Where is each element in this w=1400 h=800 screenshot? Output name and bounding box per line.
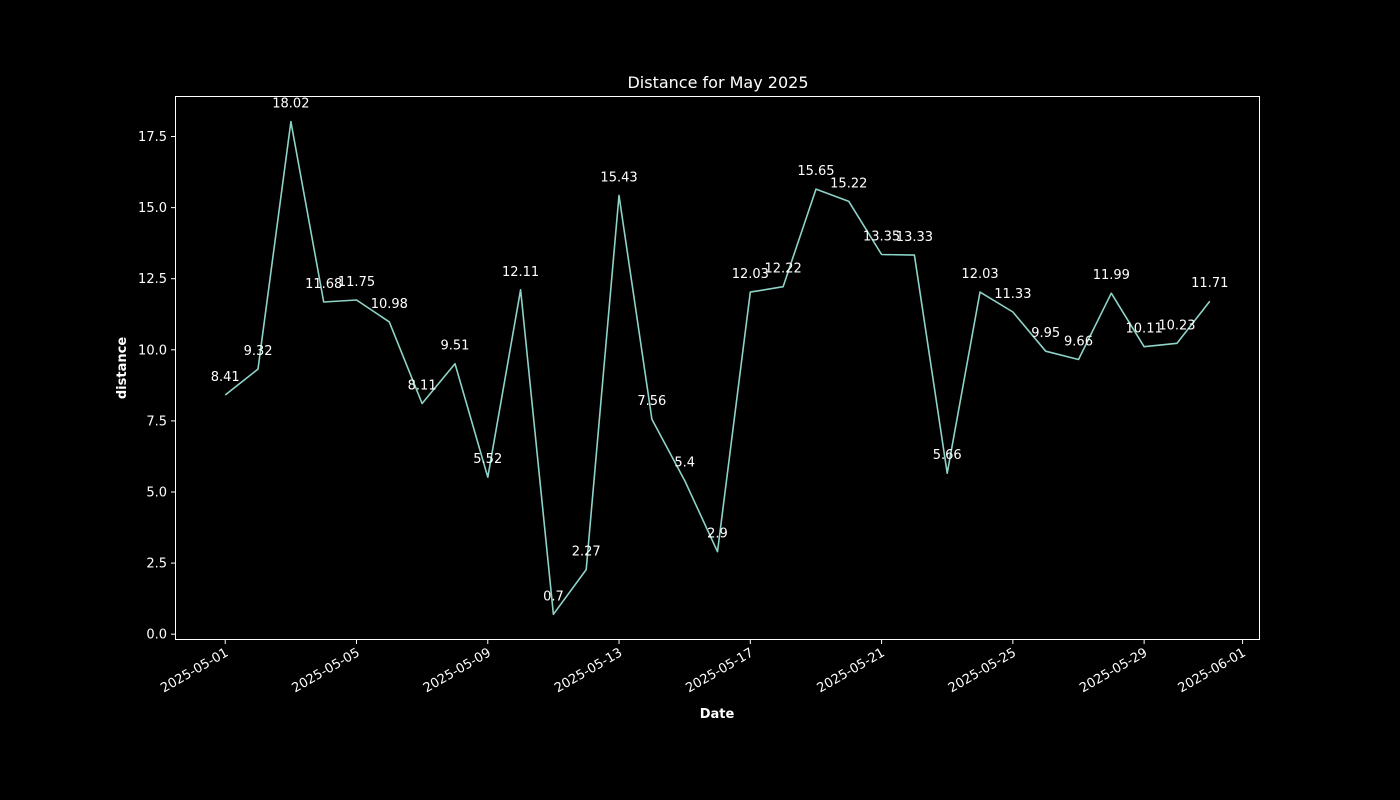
data-label: 2.9 bbox=[707, 527, 728, 542]
data-label: 5.52 bbox=[473, 452, 502, 467]
data-label: 2.27 bbox=[572, 545, 601, 560]
x-axis: 2025-05-01 2025-05-05 2025-05-09 2025-05-13… bbox=[158, 639, 1249, 696]
data-label: 12.03 bbox=[961, 267, 998, 282]
data-label: 10.11 bbox=[1126, 322, 1163, 337]
data-label: 9.32 bbox=[244, 344, 273, 359]
x-tick-label: 2025-05-29 bbox=[1077, 645, 1150, 696]
data-label: 15.65 bbox=[797, 164, 834, 179]
y-tick-label: 2.5 bbox=[146, 557, 167, 572]
data-label: 11.68 bbox=[305, 277, 342, 292]
series-line-group bbox=[224, 120, 1211, 616]
x-tick-label: 2025-05-25 bbox=[946, 645, 1019, 696]
y-tick-label: 15.0 bbox=[138, 201, 167, 216]
data-label: 13.35 bbox=[863, 230, 900, 245]
data-label: 18.02 bbox=[272, 97, 309, 112]
y-axis-label: distance bbox=[115, 337, 130, 399]
distance-line bbox=[224, 120, 1211, 616]
x-tick-label: 2025-05-17 bbox=[683, 645, 756, 696]
data-label: 9.66 bbox=[1064, 334, 1093, 349]
y-tick-label: 5.0 bbox=[146, 485, 167, 500]
data-label: 15.22 bbox=[830, 176, 867, 191]
x-tick-label: 2025-05-21 bbox=[815, 645, 888, 696]
x-tick-label: 2025-05-05 bbox=[290, 645, 363, 696]
data-label: 8.11 bbox=[408, 379, 437, 394]
data-label: 11.33 bbox=[994, 287, 1031, 302]
data-label: 12.22 bbox=[765, 262, 802, 277]
x-axis-label: Date bbox=[700, 707, 735, 722]
data-label: 15.43 bbox=[600, 170, 637, 185]
x-tick-label: 2025-05-13 bbox=[552, 645, 625, 696]
y-tick-label: 10.0 bbox=[138, 343, 167, 358]
y-tick-label: 7.5 bbox=[146, 414, 167, 429]
x-tick-label: 2025-05-09 bbox=[421, 645, 494, 696]
data-label: 10.23 bbox=[1158, 318, 1195, 333]
plot-area bbox=[175, 96, 1260, 640]
data-label: 13.33 bbox=[896, 230, 933, 245]
data-label: 0.7 bbox=[543, 589, 564, 604]
y-tick-label: 12.5 bbox=[138, 272, 167, 287]
chart-title: Distance for May 2025 bbox=[627, 73, 808, 92]
data-label: 11.99 bbox=[1093, 268, 1130, 283]
data-label: 12.11 bbox=[502, 265, 539, 280]
data-label: 7.56 bbox=[637, 394, 666, 409]
x-tick-label: 2025-05-01 bbox=[158, 645, 231, 696]
data-label: 5.4 bbox=[674, 456, 695, 471]
data-label: 9.95 bbox=[1031, 326, 1060, 341]
x-tick-label: 2025-06-01 bbox=[1176, 645, 1249, 696]
y-tick-label: 0.0 bbox=[146, 628, 167, 643]
y-tick-label: 17.5 bbox=[138, 130, 167, 145]
data-label: 11.75 bbox=[338, 275, 375, 290]
y-axis: 0.0 2.5 5.0 7.5 10.0 12.5 15.0 17.5 bbox=[138, 130, 176, 643]
data-label: 9.51 bbox=[440, 339, 469, 354]
data-label: 12.03 bbox=[732, 267, 769, 282]
data-label: 8.41 bbox=[211, 370, 240, 385]
data-label: 10.98 bbox=[371, 297, 408, 312]
data-label: 11.71 bbox=[1191, 276, 1228, 291]
data-label: 5.66 bbox=[933, 448, 962, 463]
